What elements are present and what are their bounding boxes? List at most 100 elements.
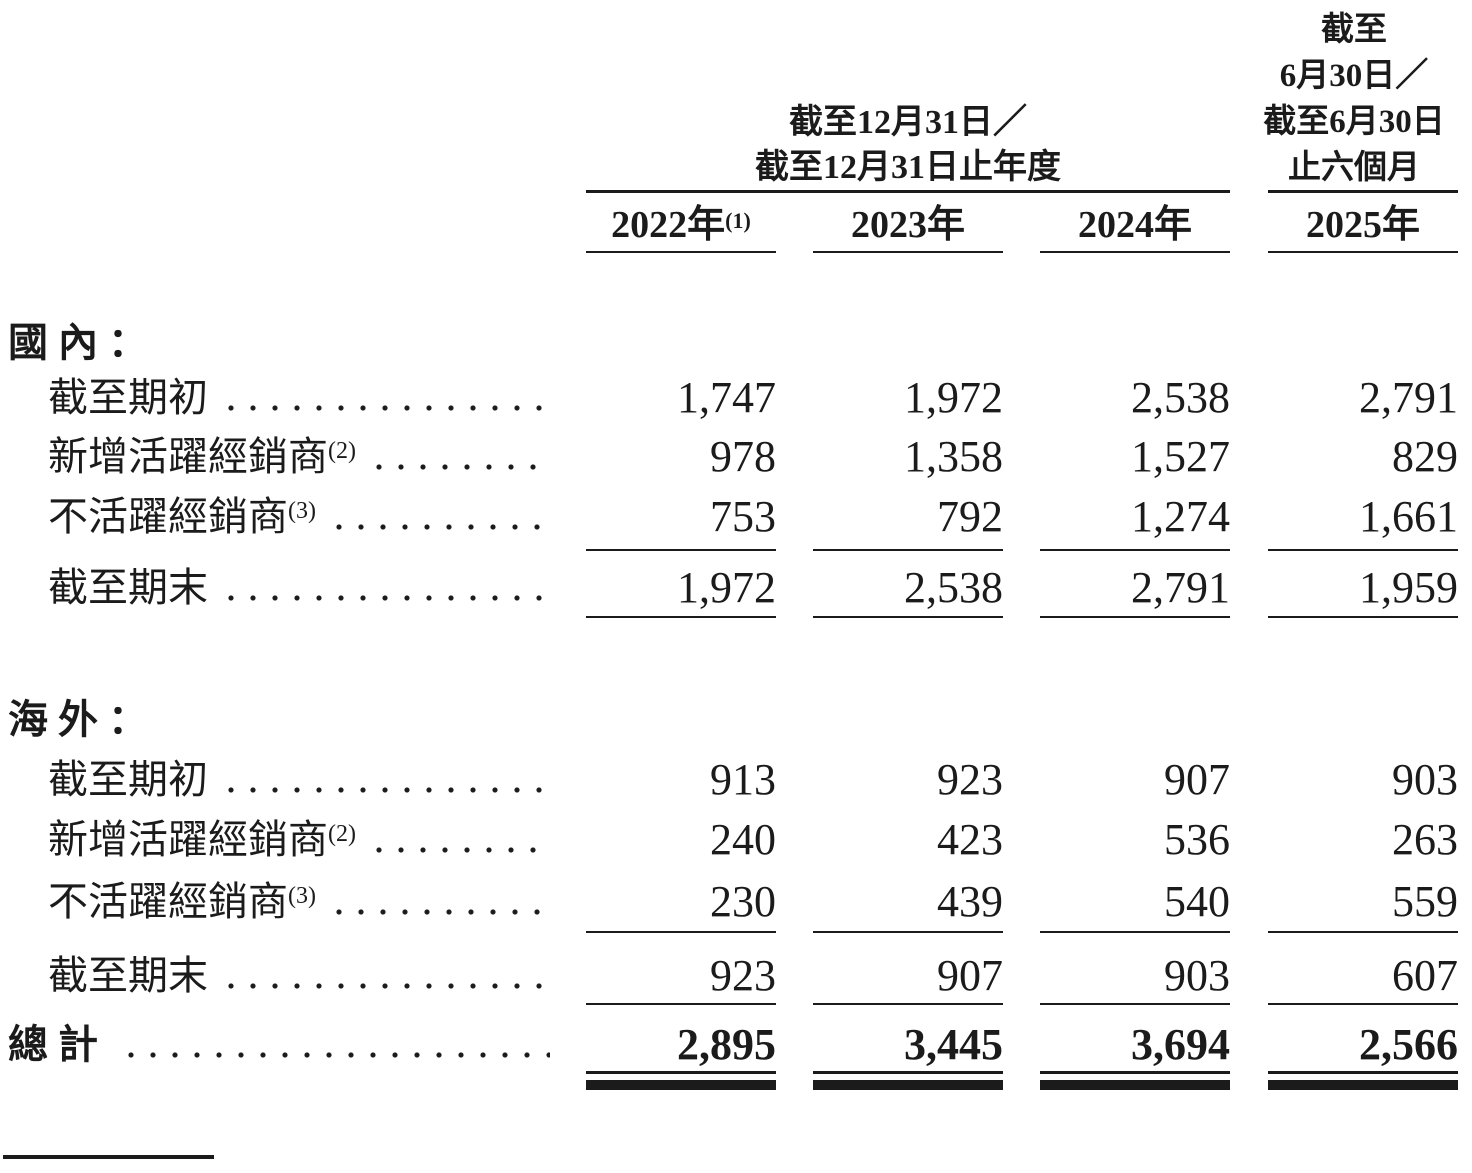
total-rule-thick <box>1268 1080 1458 1090</box>
value-2022: 753 <box>710 492 776 541</box>
value-2022: 240 <box>710 815 776 864</box>
row-label: 不活躍經銷商 <box>48 494 288 539</box>
value-2024: 540 <box>1164 877 1230 926</box>
row-domestic-inactive: 不活躍經銷商(3) 753 792 1,274 1,661 <box>8 493 1458 541</box>
total-rule-thin <box>1040 1071 1230 1074</box>
year-2025: 2025年 <box>1305 204 1420 246</box>
subtotal-rule <box>586 1003 776 1005</box>
total-label: 總計 <box>8 1023 108 1067</box>
year-underline-2025 <box>1268 251 1458 253</box>
subtotal-rule <box>1040 616 1230 618</box>
value-2022: 923 <box>710 951 776 1000</box>
value-2022: 230 <box>710 877 776 926</box>
row-overseas-inactive: 不活躍經銷商(3) 230 439 540 559 <box>8 878 1458 926</box>
total-2025: 2,566 <box>1359 1020 1458 1069</box>
row-label: 截至期末 <box>48 565 208 610</box>
year-header-row: 2022年(1) 2023年 2024年 2025年 <box>8 201 1458 249</box>
dot-leader <box>120 1021 550 1069</box>
footnote-marker-1: (1) <box>725 208 751 233</box>
subtotal-rule <box>813 616 1003 618</box>
dot-leader <box>220 952 550 1000</box>
row-label: 截至期初 <box>48 757 208 802</box>
row-label: 新增活躍經銷商 <box>48 817 328 862</box>
total-rule-thick <box>813 1080 1003 1090</box>
value-2024: 2,791 <box>1131 563 1230 612</box>
row-label-cell: 截至期末 <box>8 952 586 1000</box>
dot-leader <box>367 816 550 864</box>
row-label: 截至期初 <box>48 375 208 420</box>
row-label-cell: 新增活躍經銷商(2) <box>8 816 586 864</box>
total-rule-thin <box>1268 1071 1458 1074</box>
row-label: 截至期末 <box>48 953 208 998</box>
dot-leader <box>220 756 550 804</box>
subtotal-rule <box>586 616 776 618</box>
subtotal-rule <box>586 931 776 933</box>
value-2023: 2,538 <box>904 563 1003 612</box>
header-interim-line4: 止六個月 <box>1288 150 1420 186</box>
value-2023: 923 <box>937 755 1003 804</box>
subtotal-rule <box>586 549 776 551</box>
row-label: 不活躍經銷商 <box>48 879 288 924</box>
value-2025: 903 <box>1392 755 1458 804</box>
year-2022: 2022年(1) <box>611 204 751 246</box>
subtotal-rule <box>813 549 1003 551</box>
total-rule-thick <box>586 1080 776 1090</box>
subtotal-rule <box>1268 1003 1458 1005</box>
footnote-marker-2: (2) <box>328 438 356 464</box>
value-2022: 913 <box>710 755 776 804</box>
subtotal-rule <box>1040 1003 1230 1005</box>
row-domestic-new-active: 新增活躍經銷商(2) 978 1,358 1,527 829 <box>8 433 1458 481</box>
header-rule-annual-group <box>586 190 1230 193</box>
value-2024: 1,274 <box>1131 492 1230 541</box>
header-interim-period: 截至 6月30日／ 截至6月30日 止六個月 <box>1242 7 1466 191</box>
section-title-domestic: 國內： <box>8 321 158 365</box>
value-2025: 1,661 <box>1359 492 1458 541</box>
value-2025: 829 <box>1392 432 1458 481</box>
value-2023: 423 <box>937 815 1003 864</box>
header-annual-period: 截至12月31日／ 截至12月31日止年度 <box>586 100 1230 190</box>
value-2025: 607 <box>1392 951 1458 1000</box>
footnote-marker-3: (3) <box>288 498 316 524</box>
value-2024: 907 <box>1164 755 1230 804</box>
total-rule-thin <box>586 1071 776 1074</box>
header-interim-line2: 6月30日／ <box>1279 58 1429 94</box>
total-2022: 2,895 <box>677 1020 776 1069</box>
year-underline-2022 <box>586 251 776 253</box>
header-rule-interim-group <box>1268 190 1458 193</box>
footnote-marker-2: (2) <box>328 821 356 847</box>
row-label-cell: 新增活躍經銷商(2) <box>8 433 586 481</box>
value-2022: 1,747 <box>677 373 776 422</box>
row-label-cell: 截至期初 <box>8 374 586 422</box>
value-2022: 978 <box>710 432 776 481</box>
dot-leader <box>327 493 550 541</box>
year-2023: 2023年 <box>850 204 965 246</box>
subtotal-rule <box>813 931 1003 933</box>
dot-leader <box>327 878 550 926</box>
header-annual-line1: 截至12月31日／ <box>789 104 1027 141</box>
row-overseas-ending: 截至期末 923 907 903 607 <box>8 952 1458 1000</box>
subtotal-rule <box>1268 549 1458 551</box>
header-annual-line2: 截至12月31日止年度 <box>755 149 1061 186</box>
section-title-overseas: 海外： <box>8 698 158 742</box>
row-label-cell: 截至期初 <box>8 756 586 804</box>
total-2024: 3,694 <box>1131 1020 1230 1069</box>
value-2024: 903 <box>1164 951 1230 1000</box>
row-label: 新增活躍經銷商 <box>48 434 328 479</box>
value-2023: 1,358 <box>904 432 1003 481</box>
row-domestic-beginning: 截至期初 1,747 1,972 2,538 2,791 <box>8 374 1458 422</box>
total-rule-thin <box>813 1071 1003 1074</box>
header-interim-line3: 截至6月30日 <box>1263 104 1445 140</box>
value-2025: 2,791 <box>1359 373 1458 422</box>
subtotal-rule <box>1268 931 1458 933</box>
value-2025: 263 <box>1392 815 1458 864</box>
total-rule-thick <box>1040 1080 1230 1090</box>
value-2024: 2,538 <box>1131 373 1230 422</box>
subtotal-rule <box>1040 931 1230 933</box>
value-2023: 1,972 <box>904 373 1003 422</box>
header-interim-line1: 截至 <box>1321 12 1387 48</box>
value-2025: 559 <box>1392 877 1458 926</box>
row-label-cell: 不活躍經銷商(3) <box>8 878 586 926</box>
row-label-cell: 總計 <box>8 1021 586 1069</box>
subtotal-rule <box>813 1003 1003 1005</box>
